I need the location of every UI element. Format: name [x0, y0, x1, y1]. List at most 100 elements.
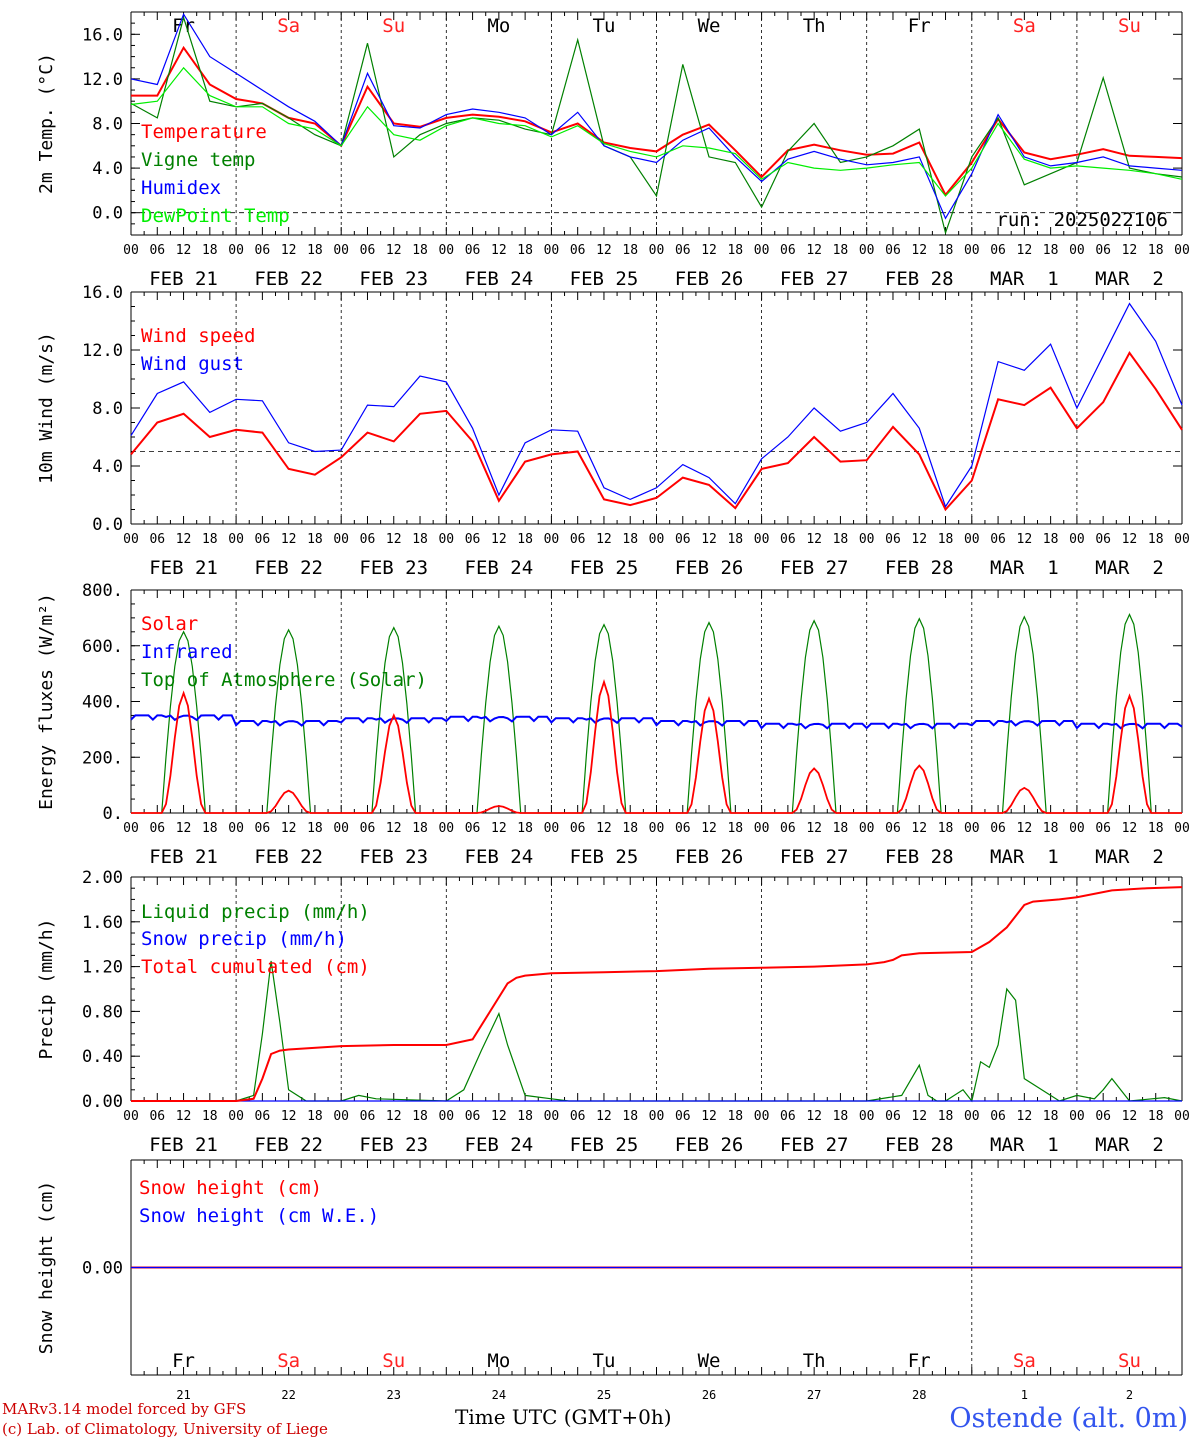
x-hour-label: 12	[701, 243, 717, 258]
x-hour-label: 00	[1069, 532, 1085, 547]
x-hour-label: 00	[754, 1109, 770, 1124]
x-hour-label: 00	[333, 1109, 349, 1124]
x-hour-label: 18	[622, 821, 638, 836]
date-label: FEB 21	[149, 557, 218, 579]
x-hour-label: 18	[202, 1109, 218, 1124]
x-hour-label: 18	[938, 243, 954, 258]
panel-3: 0. 200. 400. 600. 800. Energy fluxes (W/m²) 00…	[36, 581, 1190, 868]
lab-credit: (c) Lab. of Climatology, University of L…	[2, 1420, 328, 1438]
x-hour-label: 18	[307, 243, 323, 258]
day-number-label: 1	[1021, 1388, 1028, 1402]
series-line-temperature	[131, 45, 1183, 197]
weekday-label: We	[698, 15, 721, 37]
legend-entry: Wind speed	[141, 325, 255, 347]
date-label: FEB 23	[359, 1134, 428, 1156]
x-hour-label: 12	[1122, 1109, 1138, 1124]
x-hour-label: 06	[255, 532, 271, 547]
x-hour-label: 06	[885, 243, 901, 258]
weekday-label: Fr	[908, 15, 931, 37]
x-hour-label: 06	[465, 821, 481, 836]
day-number-label: 2	[1126, 1388, 1133, 1402]
x-hour-label: 00	[1069, 243, 1085, 258]
date-label: MAR 1	[990, 1134, 1059, 1156]
x-hour-label: 18	[1043, 821, 1059, 836]
x-hour-label: 18	[202, 532, 218, 547]
date-label: MAR 1	[990, 846, 1059, 868]
weekday-label: Su	[382, 1350, 405, 1372]
date-label: FEB 22	[254, 557, 323, 579]
date-label: FEB 25	[570, 557, 639, 579]
x-hour-label: 12	[386, 821, 402, 836]
x-hour-label: 06	[885, 1109, 901, 1124]
x-hour-label: 00	[544, 532, 560, 547]
x-hour-label: 00	[333, 532, 349, 547]
date-label: FEB 24	[465, 557, 534, 579]
weekday-label: Sa	[277, 15, 300, 37]
x-hour-label: 00	[964, 243, 980, 258]
x-hour-label: 12	[701, 821, 717, 836]
x-hour-label: 00	[544, 1109, 560, 1124]
x-hour-label: 12	[806, 821, 822, 836]
y-tick-label: 600.	[82, 637, 123, 657]
x-hour-label: 18	[517, 821, 533, 836]
y-tick-label: 400.	[82, 693, 123, 713]
x-hour-label: 00	[123, 243, 139, 258]
series-line-solar	[131, 679, 1182, 814]
x-hour-label: 12	[1122, 821, 1138, 836]
time-axis-label: Time UTC (GMT+0h)	[455, 1405, 672, 1429]
x-hour-label: 00	[1174, 243, 1190, 258]
x-hour-label: 06	[255, 243, 271, 258]
date-label: FEB 23	[359, 557, 428, 579]
x-hour-label: 06	[149, 532, 165, 547]
date-label: FEB 27	[780, 268, 849, 290]
day-number-label: 27	[807, 1388, 821, 1402]
x-hour-label: 06	[990, 243, 1006, 258]
day-number-label: 23	[387, 1388, 401, 1402]
y-axis-label: Snow height (cm)	[36, 1181, 57, 1354]
x-hour-label: 12	[806, 1109, 822, 1124]
weekday-label: Mo	[487, 15, 510, 37]
date-label: FEB 26	[675, 1134, 744, 1156]
x-hour-label: 12	[911, 532, 927, 547]
y-axis-label: Energy fluxes (W/m²)	[36, 593, 57, 810]
y-tick-label: 16.0	[82, 283, 123, 303]
model-credit: MARv3.14 model forced by GFS	[2, 1400, 247, 1418]
y-tick-label: 800.	[82, 581, 123, 601]
x-hour-label: 12	[1017, 243, 1033, 258]
x-hour-label: 06	[675, 532, 691, 547]
panel-4: 0.00 0.40 0.80 1.20 1.60 2.00 Precip (mm/h) 00 0…	[36, 868, 1190, 1156]
x-hour-label: 00	[649, 243, 665, 258]
date-label: FEB 28	[885, 557, 954, 579]
x-hour-label: 12	[491, 821, 507, 836]
x-hour-label: 00	[228, 532, 244, 547]
date-label: FEB 22	[254, 268, 323, 290]
legend-entry: Snow height (cm)	[139, 1177, 322, 1199]
y-tick-label: 0.00	[82, 1259, 123, 1279]
y-tick-label: 8.0	[92, 399, 123, 419]
x-hour-label: 18	[833, 532, 849, 547]
x-hour-label: 00	[1174, 821, 1190, 836]
y-tick-label: 12.0	[82, 341, 123, 361]
x-hour-label: 06	[570, 821, 586, 836]
x-hour-label: 12	[386, 243, 402, 258]
x-hour-label: 00	[438, 1109, 454, 1124]
x-hour-label: 06	[360, 532, 376, 547]
x-hour-label: 06	[360, 243, 376, 258]
x-hour-label: 18	[307, 1109, 323, 1124]
x-hour-label: 06	[570, 243, 586, 258]
x-hour-label: 06	[780, 532, 796, 547]
panel-1: 0.0 4.0 8.0 12.0 16.0 2m Temp. (°C) 00 06 12 18 00…	[36, 11, 1190, 290]
x-hour-label: 12	[1122, 532, 1138, 547]
station-name: Ostende (alt. 0m)	[949, 1403, 1188, 1434]
run-label: run: 2025022106	[996, 209, 1168, 231]
x-hour-label: 00	[859, 821, 875, 836]
x-hour-label: 18	[1043, 243, 1059, 258]
x-hour-label: 06	[885, 532, 901, 547]
x-hour-label: 06	[255, 1109, 271, 1124]
legend-entry: Humidex	[141, 177, 221, 199]
x-hour-label: 00	[123, 1109, 139, 1124]
weekday-label: Su	[1118, 15, 1141, 37]
x-hour-label: 18	[412, 1109, 428, 1124]
y-tick-label: 4.0	[92, 159, 123, 179]
x-hour-label: 18	[833, 243, 849, 258]
